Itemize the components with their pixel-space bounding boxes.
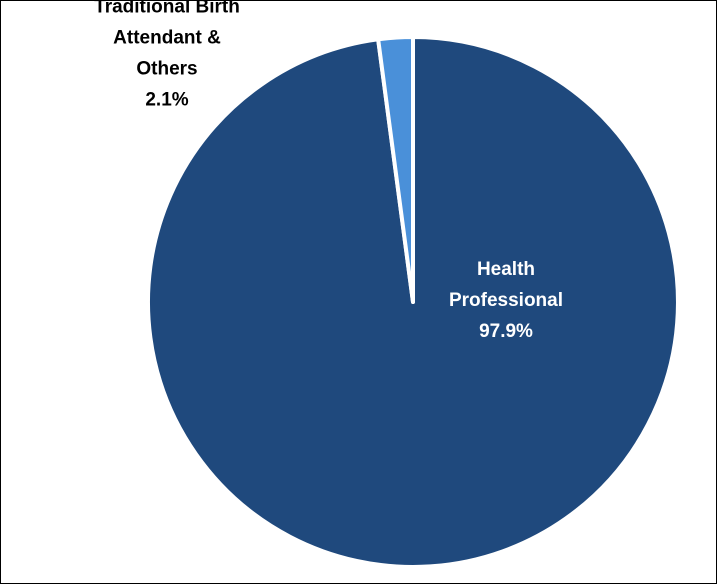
pie-slices: [146, 34, 680, 569]
pie-label-line: Others: [136, 59, 197, 80]
pie-label-line: Attendant &: [113, 28, 221, 49]
pie-label-line: Traditional Birth: [94, 1, 240, 18]
pie-label-line: Health: [477, 259, 535, 280]
pie-label-line: Professional: [449, 290, 563, 311]
pie-label-1: Traditional Birth Attendant & Others 2.1%: [94, 1, 240, 111]
pie-label-value: 2.1%: [145, 90, 188, 111]
pie-slice-1: [376, 34, 415, 304]
pie-labels: Health Professional 97.9% Traditional Birth…: [94, 1, 563, 342]
pie-label-value: 97.9%: [479, 321, 533, 342]
pie-label-0: Health Professional 97.9%: [449, 259, 563, 342]
